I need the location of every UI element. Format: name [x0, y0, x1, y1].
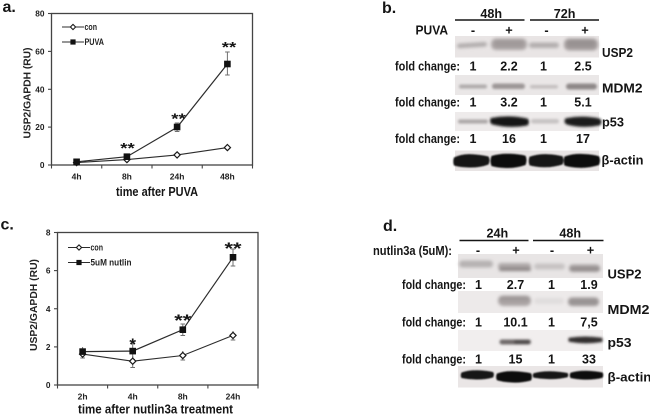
svg-text:1: 1: [540, 132, 547, 146]
svg-text:4h: 4h: [72, 172, 82, 182]
svg-text:24h: 24h: [226, 392, 241, 402]
svg-text:*: *: [129, 335, 136, 354]
svg-text:2: 2: [46, 342, 51, 352]
svg-text:1: 1: [540, 60, 547, 74]
svg-text:24h: 24h: [487, 227, 509, 241]
svg-text:**: **: [225, 239, 242, 258]
svg-text:fold change:: fold change:: [402, 278, 466, 292]
svg-text:**: **: [174, 311, 191, 330]
svg-text:1.9: 1.9: [580, 278, 597, 292]
svg-text:-: -: [471, 23, 475, 38]
svg-text:8h: 8h: [122, 172, 132, 182]
svg-text:**: **: [171, 111, 186, 128]
svg-text:10.1: 10.1: [503, 316, 527, 330]
svg-text:+: +: [587, 243, 594, 258]
svg-text:1: 1: [548, 316, 555, 330]
svg-text:fold change:: fold change:: [402, 353, 466, 367]
svg-text:-: -: [544, 23, 548, 38]
svg-text:**: **: [222, 39, 237, 56]
svg-text:USP2: USP2: [602, 46, 633, 60]
svg-text:2h: 2h: [78, 392, 88, 402]
svg-text:USP2/GAPDH (RU): USP2/GAPDH (RU): [29, 259, 40, 351]
svg-text:fold change:: fold change:: [395, 132, 460, 146]
svg-text:1: 1: [470, 60, 477, 74]
svg-text:5.1: 5.1: [574, 96, 591, 110]
svg-text:USP2: USP2: [608, 268, 642, 282]
svg-text:1: 1: [548, 278, 555, 292]
svg-text:1: 1: [540, 96, 547, 110]
svg-text:33: 33: [582, 353, 596, 367]
svg-text:5uM nutlin: 5uM nutlin: [91, 258, 132, 268]
svg-text:+: +: [505, 23, 512, 38]
svg-text:2.7: 2.7: [507, 278, 524, 292]
svg-text:40: 40: [35, 84, 45, 94]
svg-text:1: 1: [548, 353, 555, 367]
svg-text:β-actin: β-actin: [608, 371, 650, 385]
svg-text:24h: 24h: [170, 172, 185, 182]
svg-text:8h: 8h: [178, 392, 188, 402]
svg-text:c.: c.: [1, 217, 14, 234]
svg-text:6: 6: [46, 266, 51, 276]
svg-text:+: +: [581, 23, 588, 38]
svg-text:72h: 72h: [554, 7, 576, 21]
svg-text:fold change:: fold change:: [395, 60, 460, 74]
svg-text:MDM2: MDM2: [602, 82, 643, 96]
svg-text:48h: 48h: [220, 172, 235, 182]
svg-text:15: 15: [509, 353, 523, 367]
svg-text:-: -: [550, 243, 554, 258]
svg-text:60: 60: [35, 47, 45, 57]
svg-text:16: 16: [502, 132, 516, 146]
svg-text:time after PUVA: time after PUVA: [116, 184, 199, 199]
svg-text:0: 0: [46, 380, 51, 390]
svg-text:con: con: [91, 243, 104, 253]
svg-text:β-actin: β-actin: [602, 154, 644, 168]
svg-text:fold change:: fold change:: [402, 316, 466, 330]
svg-text:80: 80: [35, 9, 45, 19]
svg-text:+: +: [512, 243, 519, 258]
svg-text:8: 8: [46, 228, 51, 238]
svg-text:2.2: 2.2: [500, 60, 517, 74]
svg-text:con: con: [85, 22, 98, 32]
svg-text:1: 1: [470, 132, 477, 146]
svg-text:p53: p53: [602, 116, 624, 130]
svg-text:b.: b.: [382, 0, 396, 17]
svg-text:1: 1: [475, 316, 482, 330]
svg-text:PUVA: PUVA: [85, 37, 105, 47]
svg-text:nutlin3a (5uM):: nutlin3a (5uM):: [373, 244, 452, 258]
svg-text:USP2/GAPDH (RU): USP2/GAPDH (RU): [23, 47, 34, 138]
svg-text:1: 1: [475, 353, 482, 367]
svg-text:48h: 48h: [559, 227, 581, 241]
svg-text:a.: a.: [3, 0, 16, 16]
svg-text:1: 1: [475, 278, 482, 292]
svg-text:20: 20: [35, 122, 45, 132]
svg-text:time after nutlin3a treatment: time after nutlin3a treatment: [78, 402, 234, 416]
svg-text:1: 1: [470, 96, 477, 110]
svg-text:48h: 48h: [480, 7, 502, 21]
svg-text:d.: d.: [383, 218, 397, 235]
svg-text:fold change:: fold change:: [395, 96, 460, 110]
svg-text:PUVA: PUVA: [416, 23, 449, 38]
svg-text:2.5: 2.5: [574, 60, 591, 74]
svg-text:4: 4: [46, 304, 51, 314]
svg-text:0: 0: [40, 160, 45, 170]
svg-text:7,5: 7,5: [580, 316, 597, 330]
svg-text:3.2: 3.2: [500, 96, 517, 110]
svg-text:MDM2: MDM2: [608, 303, 650, 317]
svg-text:4h: 4h: [128, 392, 138, 402]
svg-text:-: -: [476, 243, 480, 258]
svg-text:p53: p53: [608, 336, 632, 350]
svg-text:17: 17: [576, 132, 590, 146]
svg-text:**: **: [120, 140, 135, 157]
